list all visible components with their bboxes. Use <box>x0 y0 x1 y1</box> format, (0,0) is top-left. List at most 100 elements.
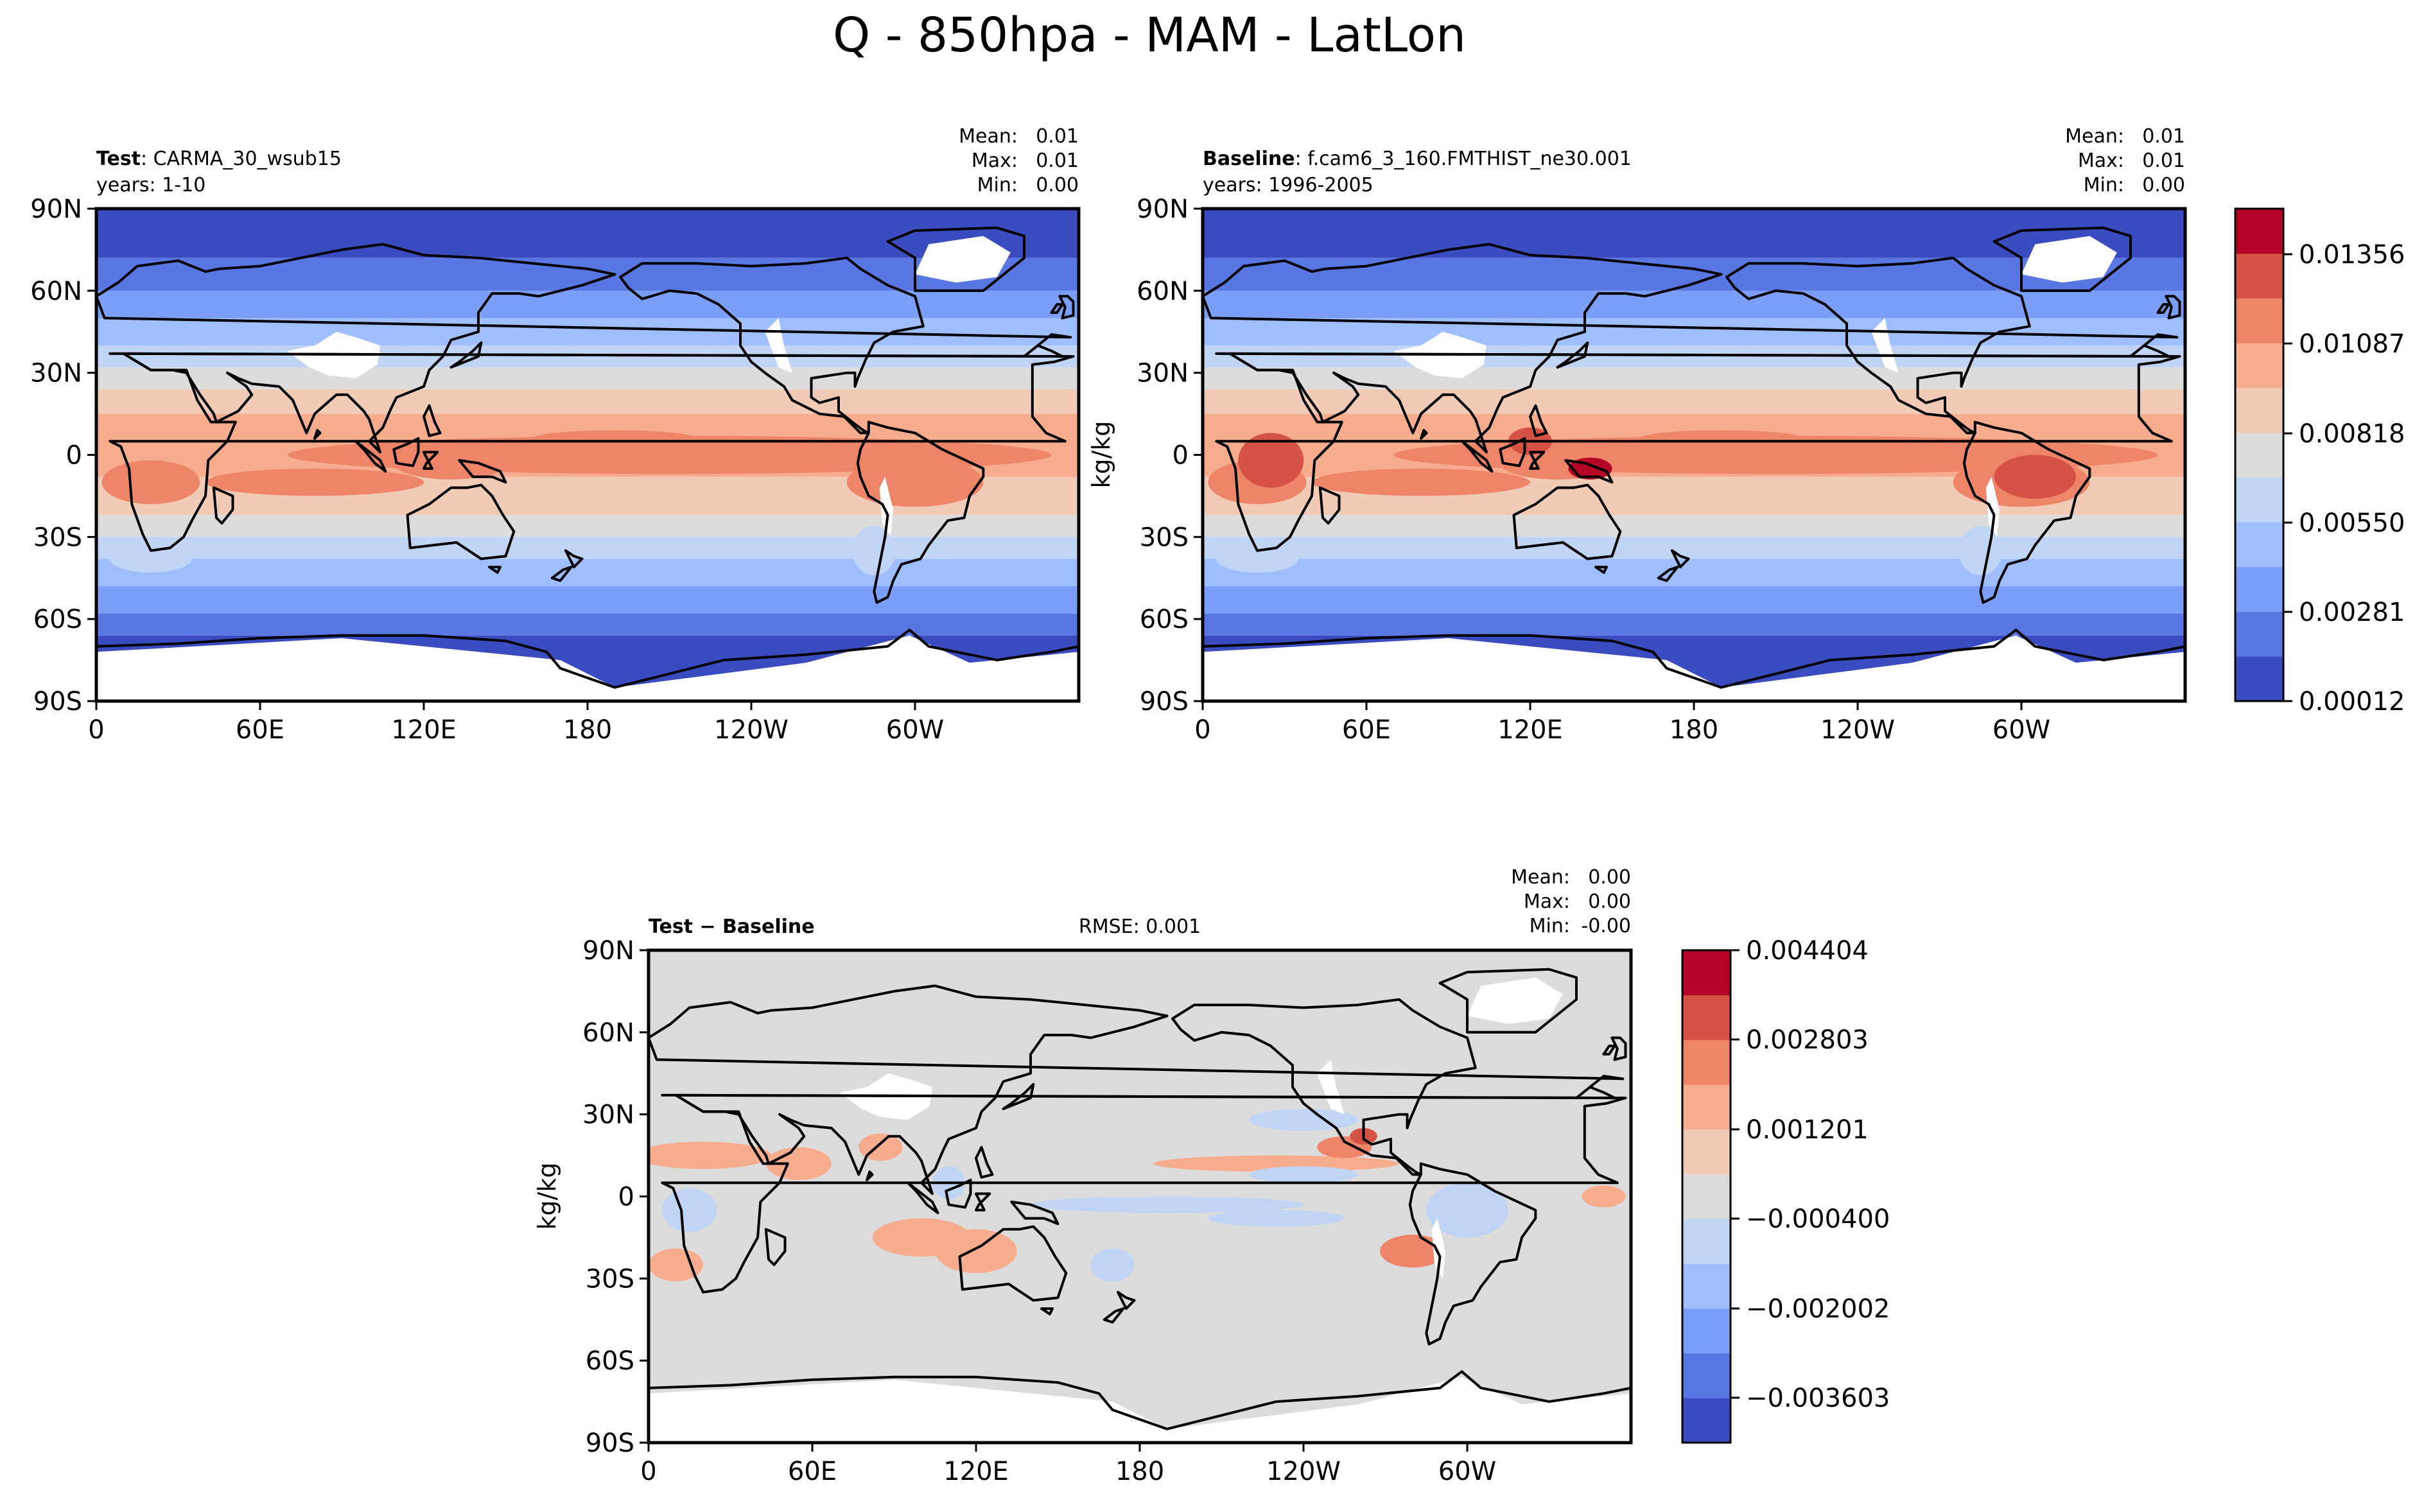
coastline <box>975 1145 994 1179</box>
coastline <box>661 1093 1627 1294</box>
coastline <box>1058 295 1075 320</box>
band-level <box>1203 537 2185 559</box>
diff-anomaly <box>1031 1196 1304 1213</box>
colorbar-swatch <box>1682 1129 1731 1175</box>
coastline <box>1460 440 1494 473</box>
lat-tick-label: 30S <box>1140 523 1189 552</box>
diff-stats: Mean: 0.00 Max: 0.00 Min: -0.00 <box>1511 866 1631 937</box>
colorbar-diff: 0.004404 0.002803 0.001201 −0.000400 −0.… <box>1681 936 1890 1444</box>
cb-top-tick-label: 0.00012 <box>2299 687 2405 717</box>
colorbar-swatch <box>2235 387 2283 433</box>
band-level <box>1203 209 2185 258</box>
coastline <box>212 486 234 525</box>
test-name-bold: Test <box>96 148 141 170</box>
test-stat-mean-value: 0.01 <box>1036 125 1079 148</box>
baseline-stat-min-label: Min: <box>2084 174 2124 196</box>
band-level <box>96 290 1079 318</box>
coastline <box>1010 1201 1060 1226</box>
missing-region <box>649 1377 1631 1443</box>
cb-top-tick-label: 0.00550 <box>2299 508 2405 538</box>
band-level <box>1203 559 2185 587</box>
colorbar-swatch <box>2235 253 2283 299</box>
lon-tick-label: 120E <box>1497 715 1563 745</box>
coastline <box>1215 352 2181 552</box>
band-level <box>96 389 1079 414</box>
coastline <box>392 437 420 467</box>
diff-anomaly <box>1153 1155 1399 1172</box>
lat-tick-label: 60S <box>33 605 82 634</box>
missing-region <box>1203 635 2185 701</box>
diff-anomaly <box>649 1142 772 1169</box>
coastline <box>649 984 1625 1195</box>
test-stat-max-value: 0.01 <box>1036 150 1079 172</box>
coastline <box>1420 429 1428 440</box>
lon-tick-label: 120W <box>1820 715 1895 745</box>
diff-anomaly <box>1249 1166 1358 1183</box>
field-anomaly <box>1639 430 1803 447</box>
coastline <box>1040 1307 1054 1316</box>
lat-tick-label: 60N <box>582 1018 634 1048</box>
coastline <box>1438 968 1578 1034</box>
field-anomaly <box>391 441 511 480</box>
coastline <box>1594 566 1608 574</box>
field-anomaly <box>846 457 984 507</box>
diff-anomaly <box>1582 1185 1626 1208</box>
colorbar-diff-swatches <box>1682 950 1731 1443</box>
test-stat-min-label: Min: <box>977 174 1018 196</box>
coastline <box>354 440 387 473</box>
colorbar-diff-ticks: 0.004404 0.002803 0.001201 −0.000400 −0.… <box>1731 936 1890 1413</box>
lon-tick-label: 120E <box>943 1457 1009 1486</box>
colorbar-swatch <box>2235 209 2283 254</box>
missing-region <box>1985 476 2000 537</box>
band-level <box>96 559 1079 587</box>
coastline <box>975 1192 991 1212</box>
lat-tick-label: 0 <box>1173 441 1189 471</box>
coastline <box>1002 1082 1035 1111</box>
colorbar-swatch <box>1682 1353 1731 1398</box>
cb-top-tick-label: 0.01087 <box>2299 329 2405 359</box>
coastline <box>1529 451 1546 470</box>
baseline-stat-max-label: Max: <box>2078 150 2124 172</box>
coastline <box>649 1370 1631 1443</box>
coastline <box>1962 421 2091 604</box>
lon-tick-label: 180 <box>563 715 612 745</box>
diff-anomaly <box>935 1229 1017 1273</box>
lon-tick-label: 60E <box>1342 715 1391 745</box>
coastline <box>458 459 507 484</box>
coastline <box>423 451 439 470</box>
baseline-stat-max-value: 0.01 <box>2142 150 2185 172</box>
test-name-rest: : CARMA_30_wsub15 <box>141 148 342 170</box>
coastline <box>2156 303 2170 314</box>
coastline <box>945 1178 972 1209</box>
colorbar-swatch <box>1682 1398 1731 1443</box>
coastline <box>96 243 1072 454</box>
lat-tick-label: 90N <box>582 936 634 966</box>
band-level <box>1203 389 2185 414</box>
test-stat-mean-label: Mean: <box>959 125 1018 148</box>
field-anomaly <box>205 468 424 496</box>
colorbar-swatch <box>1682 1174 1731 1219</box>
colorbar-swatch <box>1682 995 1731 1040</box>
lat-tick-label: 60S <box>586 1346 634 1376</box>
lon-tick-label: 0 <box>640 1457 656 1486</box>
lon-tick-label: 120W <box>1266 1457 1341 1486</box>
cb-top-tick-label: 0.01356 <box>2299 240 2405 270</box>
diff-rmse: RMSE: 0.001 <box>1079 916 1201 938</box>
lon-tick-label: 60E <box>788 1457 837 1486</box>
coastline <box>1408 1162 1537 1346</box>
colorbar-swatch <box>1682 1264 1731 1309</box>
coastline <box>550 566 573 582</box>
coastline <box>886 226 1025 292</box>
diff-stat-mean-value: 0.00 <box>1588 866 1631 889</box>
lat-tick-label: 30S <box>33 523 82 552</box>
diff-map-field <box>649 950 1631 1443</box>
coastline <box>1610 1036 1627 1061</box>
colorbar-swatch <box>2235 477 2283 523</box>
coastline <box>1556 341 1589 369</box>
coastline <box>1117 1290 1136 1310</box>
baseline-years: years: 1996-2005 <box>1203 174 1373 196</box>
panel-difference: Test − Baseline RMSE: 0.001 Mean: 0.00 M… <box>533 866 1633 1486</box>
colorbar-swatch <box>2235 343 2283 388</box>
coastline <box>1050 303 1064 314</box>
